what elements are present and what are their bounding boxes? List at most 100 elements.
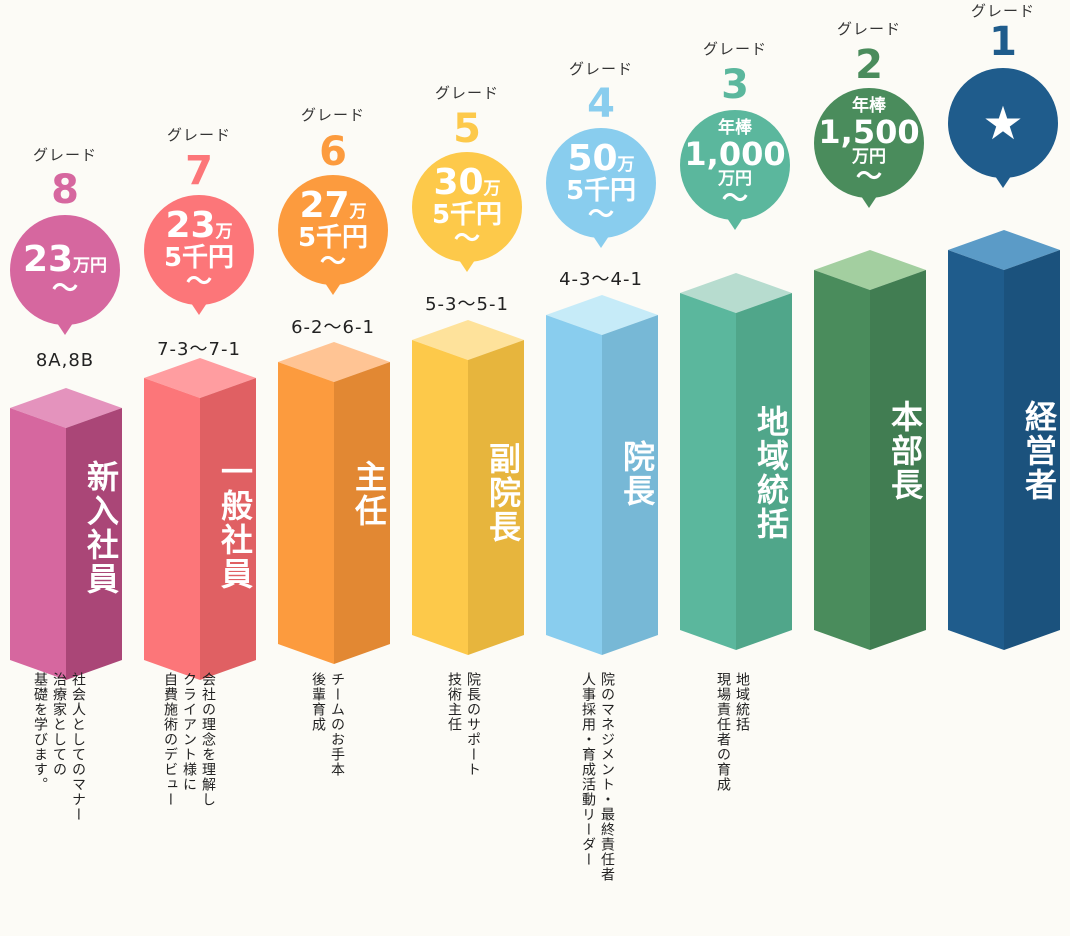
grade-title: 新入社員: [82, 460, 120, 596]
salary-amount: 23: [22, 238, 74, 280]
grade-column-7: グレード 7 23万 5千円〜 7-3〜7-1 一般社員: [141, 0, 257, 936]
grade-description: 院長のサポート 技術主任: [444, 672, 482, 777]
grade-label: グレード: [568, 60, 633, 78]
grade-column-5: グレード 5 30万 5千円〜 5-3〜5-1 副院長: [409, 0, 525, 936]
pillar-right-face: [66, 408, 122, 680]
pillar-right-face: [1004, 250, 1060, 650]
pillar-shade: [1004, 250, 1060, 650]
grade-range: 6-2〜6-1: [291, 317, 375, 338]
grade-pillar: [948, 230, 1060, 650]
pillar-shade: [334, 362, 390, 664]
grade-column-2: グレード 2 年棒 1,500 万円〜本部長: [811, 0, 927, 936]
grade-pillar: [412, 320, 524, 655]
salary-tilde: 〜: [721, 184, 748, 215]
salary-unit: 万: [483, 179, 501, 200]
salary-unit: 万円: [852, 147, 886, 168]
grade-range: 8A,8B: [35, 350, 95, 371]
pillar-left-face: [814, 270, 870, 650]
pillar-left-face: [546, 315, 602, 655]
grade-description: 地域統括 現場責任者の育成: [713, 672, 751, 792]
description-line: 後輩育成: [310, 672, 326, 732]
salary-amount: 23: [165, 205, 216, 247]
description-line: 技術主任: [446, 672, 462, 732]
grade-range: 7-3〜7-1: [157, 339, 241, 360]
grade-title: 本部長: [886, 400, 924, 502]
salary-tilde: 〜: [319, 247, 346, 278]
salary-main: 23万: [165, 207, 232, 245]
pillar-right-face: [468, 340, 524, 655]
grade-number: 1: [989, 19, 1017, 65]
salary-amount: 27: [299, 185, 350, 227]
pillar-right-face: [736, 293, 792, 650]
salary-sub: 5千円: [431, 199, 503, 230]
salary-tilde: 〜: [453, 224, 480, 255]
pillar-shade: [468, 340, 524, 655]
salary-sub: 5千円: [163, 242, 235, 273]
salary-main: 1,500: [818, 112, 920, 151]
salary-unit: 万: [215, 222, 233, 243]
description-line: 院長のサポート: [465, 672, 481, 777]
salary-main: 30万: [433, 164, 500, 202]
salary-bubble: 年棒 1,000 万円〜: [680, 110, 790, 230]
salary-unit: 万: [349, 202, 367, 223]
pillar-right-face: [200, 378, 256, 680]
description-line: クライアント様に: [181, 672, 197, 792]
pillar-left-face: [680, 293, 736, 650]
grade-number: 6: [319, 129, 347, 175]
salary-bubble: 年棒 1,500 万円〜: [814, 88, 924, 208]
grade-description: チームのお手本 後輩育成: [308, 672, 346, 777]
pillar-right-face: [870, 270, 926, 650]
description-line: チームのお手本: [329, 672, 345, 777]
salary-unit: 万円: [718, 169, 752, 190]
pillar-shade: [870, 270, 926, 650]
grade-column-4: グレード 4 50万 5千円〜 4-3〜4-1 院長: [543, 0, 659, 936]
grade-pillar: [10, 388, 122, 680]
salary-bubble: ★: [948, 68, 1058, 188]
salary-main: 23万円: [22, 238, 108, 280]
salary-sub: 5千円: [297, 222, 369, 253]
description-line: 治療家としての: [51, 672, 67, 777]
grade-description: 社会人としてのマナー 治療家としての 基礎を学びます。: [30, 672, 87, 822]
description-line: 現場責任者の育成: [715, 672, 731, 792]
salary-bubble: 50万 5千円〜: [546, 128, 656, 248]
grade-pillar: [680, 273, 792, 650]
salary-main: 27万: [299, 187, 366, 225]
salary-amount: 1,500: [818, 112, 920, 151]
grade-number: 3: [721, 62, 749, 108]
grade-title: 経営者: [1020, 400, 1058, 502]
grade-number: 2: [855, 42, 883, 88]
description-line: 自費施術のデビュー: [162, 672, 178, 807]
grade-number: 8: [51, 167, 79, 213]
grade-pillar: [278, 342, 390, 664]
grade-pillar: [144, 358, 256, 680]
grade-title: 一般社員: [216, 455, 254, 591]
grade-number: 4: [587, 81, 615, 127]
salary-amount: 30: [433, 162, 484, 204]
grade-title: 副院長: [484, 442, 522, 544]
grade-pillar: [814, 250, 926, 650]
grade-pillar: [546, 295, 658, 655]
grade-label: グレード: [434, 84, 499, 102]
grade-number: 5: [453, 106, 481, 152]
grade-label: グレード: [702, 40, 767, 58]
description-line: 院のマネジメント・最終責任者: [599, 672, 615, 882]
description-line: 地域統括: [734, 672, 750, 732]
grade-column-3: グレード 3 年棒 1,000 万円〜地域統括: [677, 0, 793, 936]
pillar-shade: [200, 378, 256, 680]
grade-range: 4-3〜4-1: [559, 269, 643, 290]
grade-label: グレード: [166, 126, 231, 144]
pillar-left-face: [10, 408, 66, 680]
pillar-left-face: [948, 250, 1004, 650]
grade-title: 主任: [350, 460, 388, 528]
star-icon: ★: [982, 95, 1024, 150]
salary-sub: 5千円: [565, 175, 637, 206]
pillar-shade: [736, 293, 792, 650]
grade-column-8: グレード 8 23万円〜 8A,8B 新入社員: [7, 0, 123, 936]
grade-column-6: グレード 6 27万 5千円〜 6-2〜6-1 主任: [275, 0, 391, 936]
salary-unit: 万円: [73, 255, 108, 276]
salary-tilde: 〜: [855, 162, 882, 193]
grade-label: グレード: [32, 146, 97, 164]
salary-unit: 万: [617, 155, 635, 176]
pillar-right-face: [602, 315, 658, 655]
salary-main: 1,000: [684, 137, 785, 172]
